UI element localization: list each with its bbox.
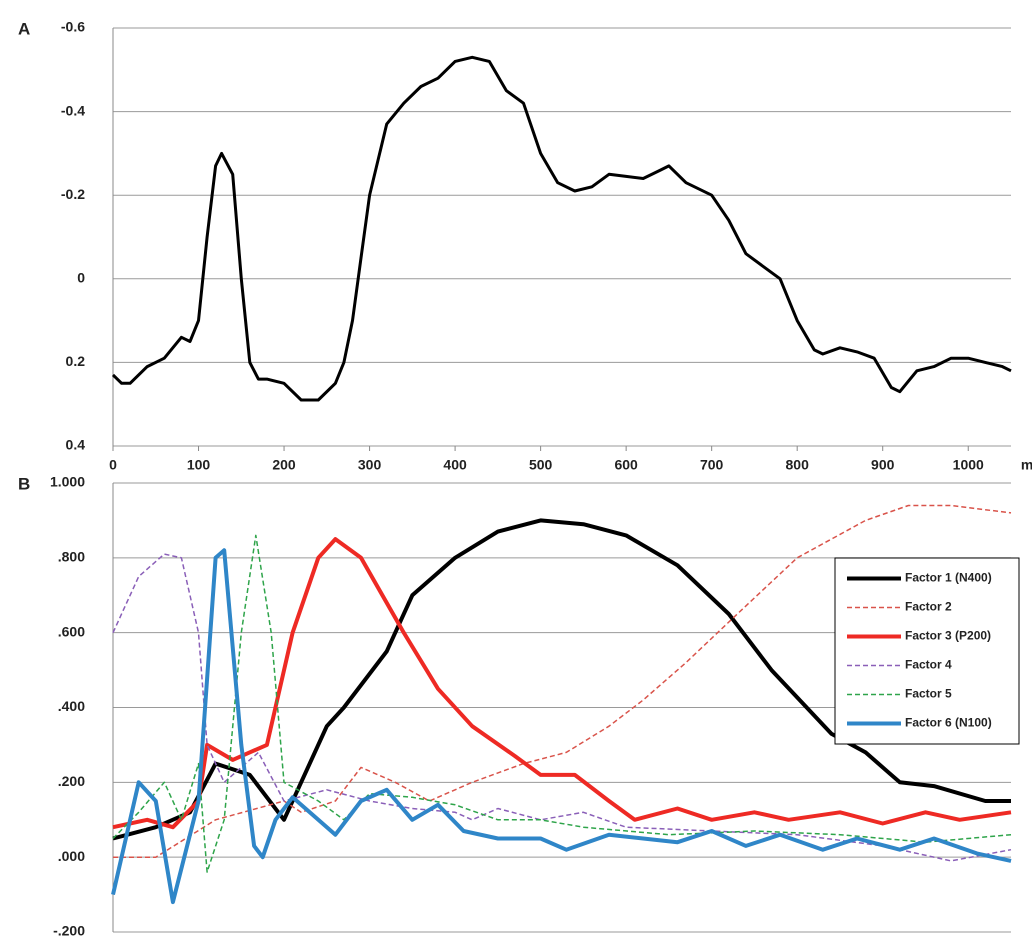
y-tick-label: .000	[58, 848, 85, 864]
y-tick-label: -.200	[53, 923, 85, 937]
y-tick-label: 1.000	[50, 474, 85, 490]
data-line	[111, 548, 1012, 905]
panel-label: A	[18, 19, 30, 38]
x-tick-label: 900	[871, 457, 895, 473]
x-tick-label: 200	[272, 457, 296, 473]
x-tick-label: 100	[187, 457, 211, 473]
data-line	[112, 534, 1012, 873]
legend-label: Factor 6 (N100)	[905, 716, 992, 730]
legend-box	[834, 557, 1020, 745]
legend-label: Factor 3 (P200)	[905, 629, 991, 643]
y-tick-label: .800	[58, 549, 85, 565]
y-tick-label: .200	[58, 773, 85, 789]
x-tick-label: 400	[443, 457, 467, 473]
data-line	[112, 553, 1012, 862]
y-tick-label: -0.6	[61, 19, 85, 35]
panel-label: B	[18, 474, 30, 493]
x-tick-label: 1000	[953, 457, 984, 473]
x-tick-label: 800	[786, 457, 810, 473]
legend-label: Factor 1 (N400)	[905, 571, 992, 585]
x-axis-label: ms	[1021, 457, 1032, 473]
y-tick-label: -0.4	[61, 102, 85, 118]
y-tick-label: 0.4	[66, 437, 86, 453]
x-tick-label: 600	[614, 457, 638, 473]
x-tick-label: 300	[358, 457, 382, 473]
x-tick-label: 500	[529, 457, 553, 473]
legend-label: Factor 4	[905, 658, 952, 672]
data-line	[111, 55, 1012, 402]
data-line	[112, 537, 1012, 830]
y-tick-label: .600	[58, 623, 85, 639]
y-tick-label: .400	[58, 698, 85, 714]
y-tick-label: -0.2	[61, 186, 85, 202]
y-tick-label: 0.2	[66, 353, 86, 369]
y-tick-label: 0	[77, 270, 85, 286]
x-tick-label: 0	[109, 457, 117, 473]
legend-label: Factor 2	[905, 600, 952, 614]
x-tick-label: 700	[700, 457, 724, 473]
legend-label: Factor 5	[905, 687, 952, 701]
